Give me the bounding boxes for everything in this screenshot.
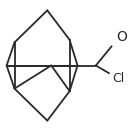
Text: O: O (117, 30, 128, 44)
Text: Cl: Cl (112, 72, 124, 85)
